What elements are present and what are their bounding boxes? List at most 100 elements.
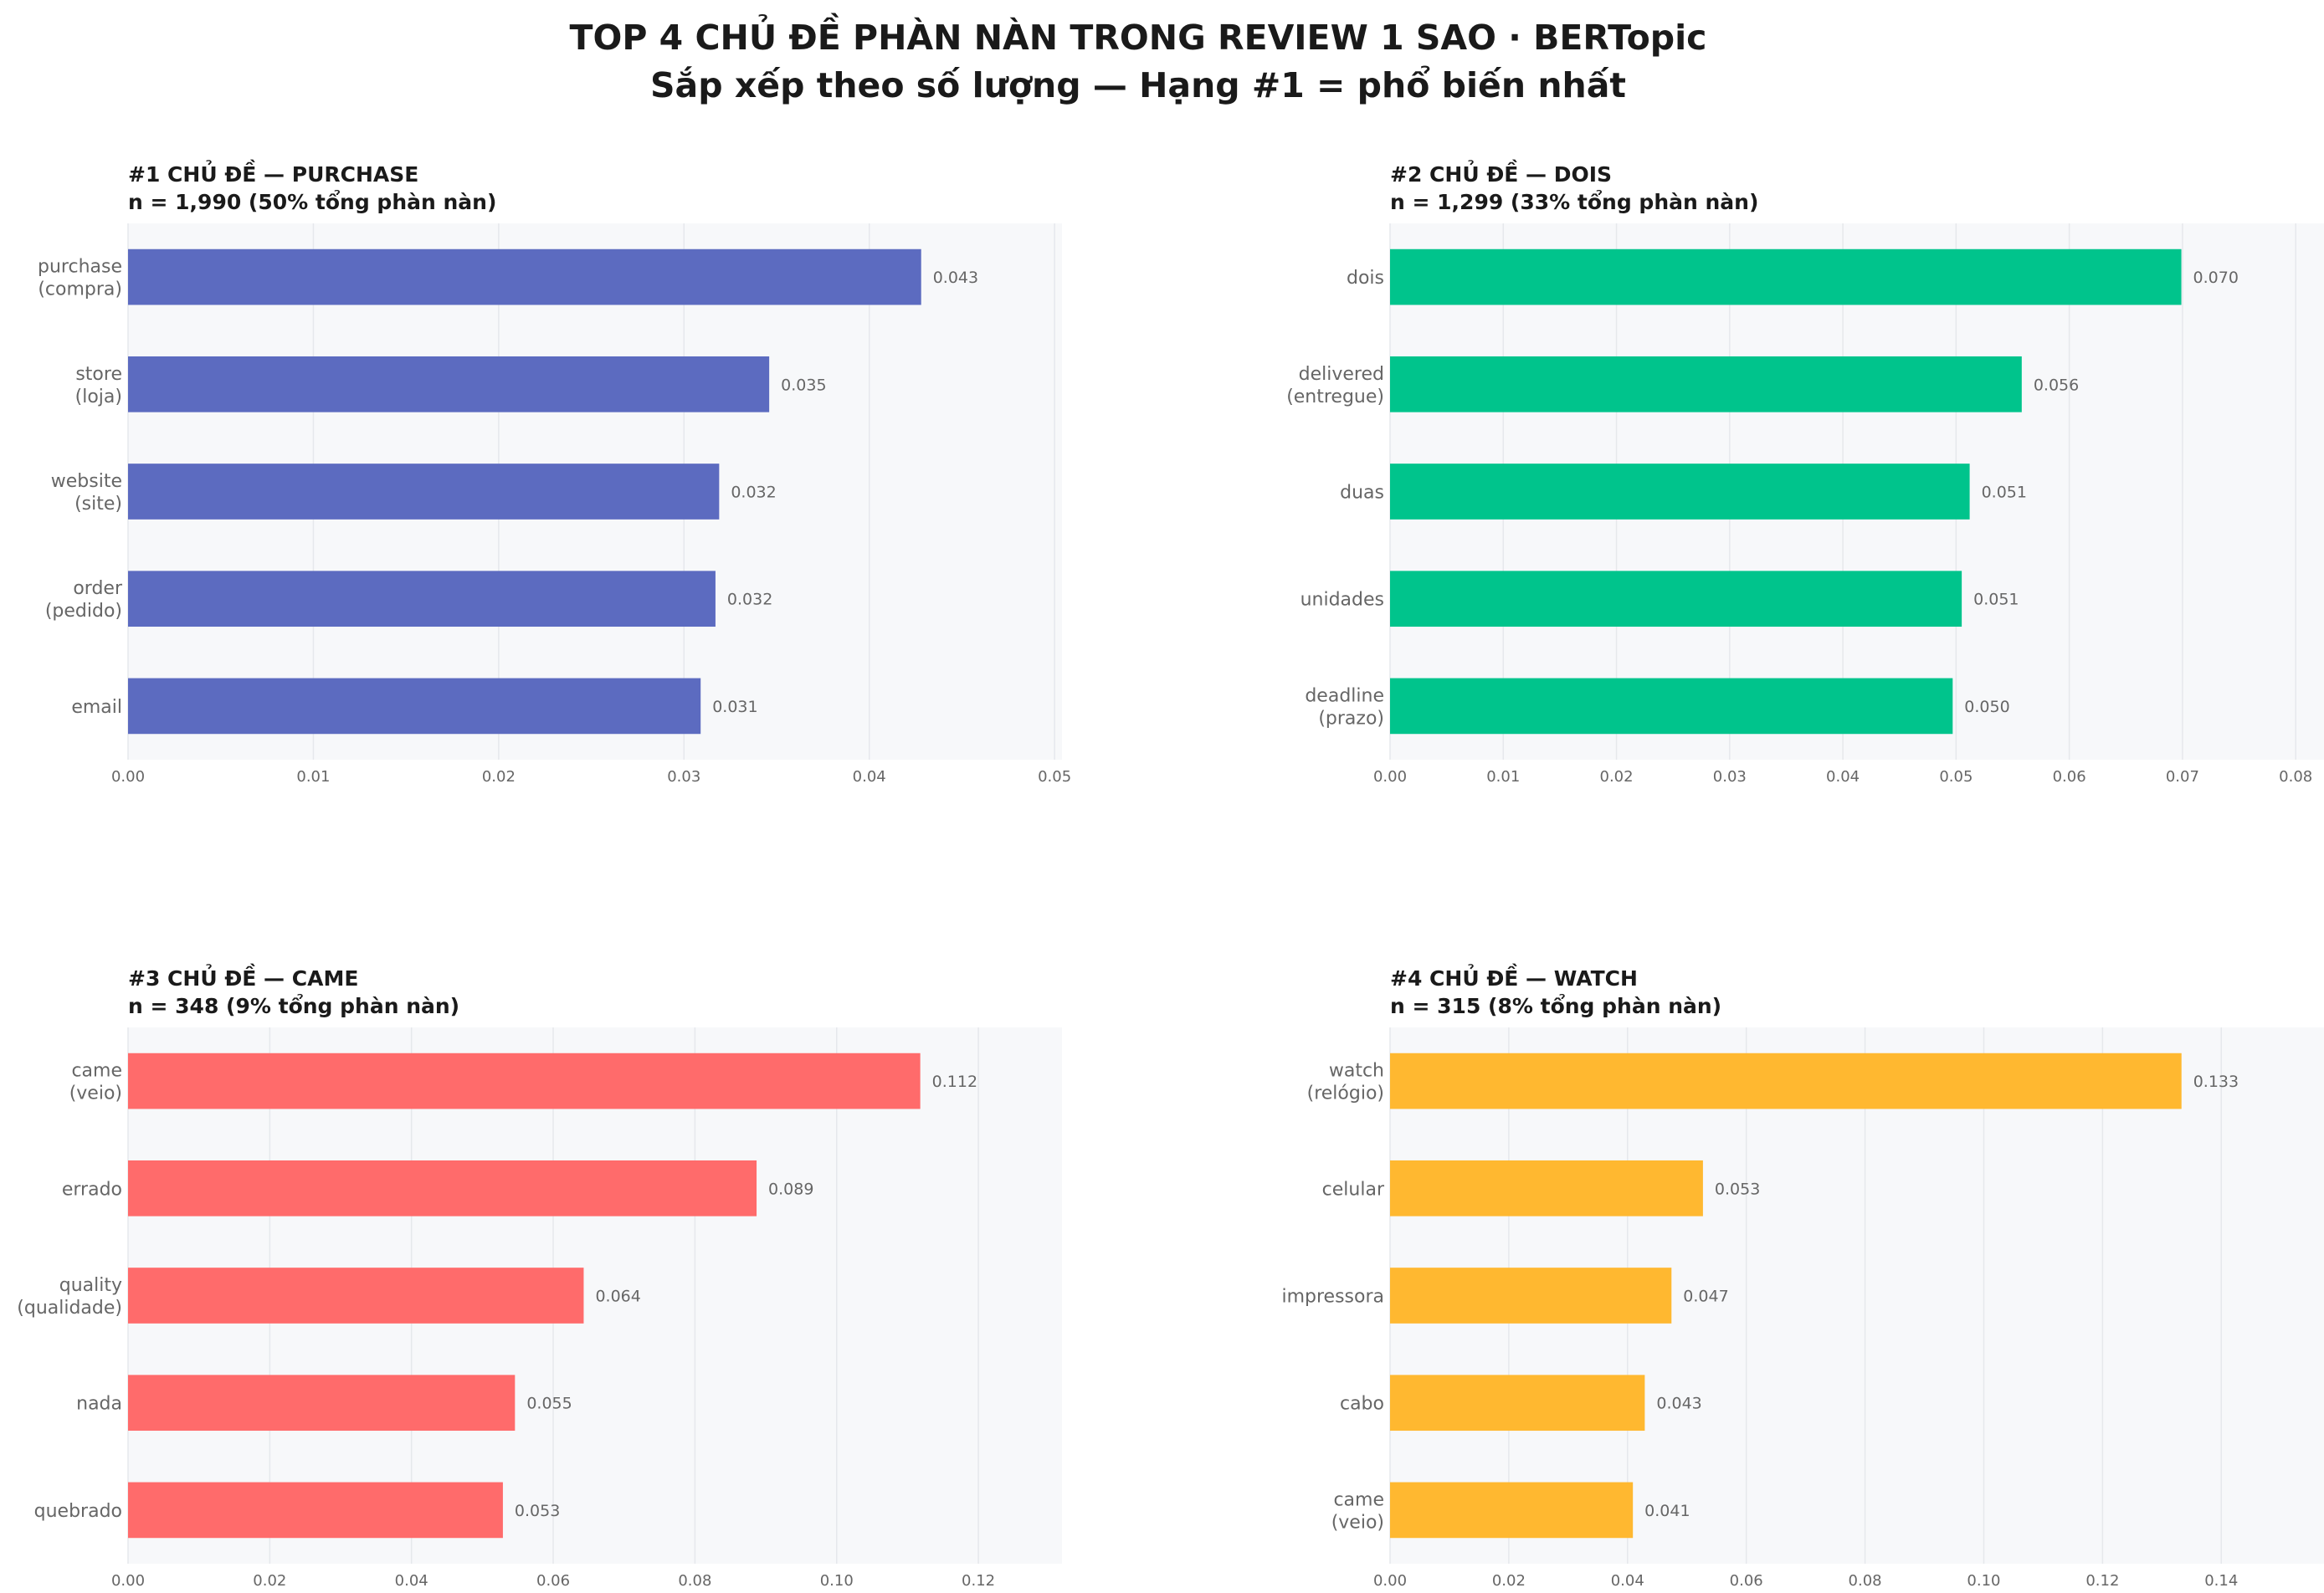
panel-subtitle: n = 348 (9% tổng phàn nàn) <box>128 993 459 1018</box>
y-category-label: (compra) <box>38 279 122 300</box>
value-label: 0.064 <box>595 1288 640 1306</box>
value-label: 0.032 <box>727 591 772 609</box>
x-tick-label: 0.02 <box>1600 768 1634 786</box>
y-category-label: (site) <box>74 494 122 515</box>
x-tick-label: 0.04 <box>395 1572 428 1590</box>
panel-subtitle: n = 1,990 (50% tổng phàn nàn) <box>128 189 496 214</box>
y-category-label: impressora <box>1281 1287 1384 1308</box>
value-label: 0.051 <box>1973 591 2019 609</box>
y-category-label: nada <box>76 1394 122 1415</box>
y-category-label: quebrado <box>34 1501 122 1522</box>
bar <box>1390 356 2022 412</box>
x-tick-label: 0.06 <box>536 1572 570 1590</box>
y-category-label: came <box>71 1061 122 1082</box>
bar <box>1390 1268 1672 1324</box>
value-label: 0.053 <box>515 1502 560 1520</box>
y-category-label: (entregue) <box>1286 387 1384 407</box>
bar <box>1390 248 2182 305</box>
y-category-label: (loja) <box>75 387 122 407</box>
bar <box>1390 1375 1645 1432</box>
bar <box>1390 1160 1703 1217</box>
value-label: 0.041 <box>1644 1502 1690 1520</box>
x-tick-label: 0.10 <box>1967 1572 2000 1590</box>
bar <box>1390 1482 1634 1539</box>
value-label: 0.089 <box>768 1180 813 1198</box>
bar <box>128 1375 516 1432</box>
y-category-label: (relógio) <box>1307 1083 1384 1104</box>
y-category-label: (prazo) <box>1318 708 1384 729</box>
x-tick-label: 0.07 <box>2166 768 2199 786</box>
x-tick-label: 0.08 <box>678 1572 711 1590</box>
y-category-label: store <box>75 364 122 385</box>
x-tick-label: 0.05 <box>1038 768 1071 786</box>
x-tick-label: 0.04 <box>1611 1572 1644 1590</box>
bar <box>128 1160 757 1217</box>
bar <box>128 248 921 305</box>
y-category-label: dois <box>1347 268 1384 289</box>
x-tick-label: 0.00 <box>1373 1572 1407 1590</box>
y-category-label: (qualidade) <box>17 1298 122 1319</box>
bar <box>1390 464 1970 520</box>
x-tick-label: 0.02 <box>253 1572 286 1590</box>
main-title-line1: TOP 4 CHỦ ĐỀ PHÀN NÀN TRONG REVIEW 1 SAO… <box>570 13 1707 58</box>
y-category-label: came <box>1333 1489 1384 1510</box>
bar <box>1390 1053 2182 1109</box>
value-label: 0.056 <box>2034 376 2079 394</box>
x-tick-label: 0.05 <box>1939 768 1973 786</box>
x-tick-label: 0.03 <box>1713 768 1747 786</box>
y-category-label: website <box>51 471 122 492</box>
y-category-label: (veio) <box>69 1083 122 1104</box>
x-tick-label: 0.08 <box>2279 768 2312 786</box>
bar <box>128 571 716 627</box>
value-label: 0.043 <box>933 269 978 287</box>
y-category-label: errado <box>62 1179 122 1200</box>
x-tick-label: 0.10 <box>820 1572 854 1590</box>
value-label: 0.031 <box>712 698 757 716</box>
panel-title: #3 CHỦ ĐỀ — CAME <box>128 963 358 991</box>
x-tick-label: 0.02 <box>1492 1572 1526 1590</box>
value-label: 0.112 <box>932 1073 977 1091</box>
x-tick-label: 0.01 <box>1486 768 1520 786</box>
value-label: 0.035 <box>781 376 826 394</box>
x-tick-label: 0.06 <box>2053 768 2086 786</box>
bar <box>128 1268 584 1324</box>
x-tick-label: 0.00 <box>1373 768 1407 786</box>
x-tick-label: 0.04 <box>1826 768 1860 786</box>
panel-title: #1 CHỦ ĐỀ — PURCHASE <box>128 159 418 187</box>
x-tick-label: 0.00 <box>111 768 145 786</box>
bar <box>1390 571 1962 627</box>
value-label: 0.047 <box>1683 1288 1728 1306</box>
y-category-label: purchase <box>38 257 122 278</box>
y-category-label: celular <box>1322 1179 1385 1200</box>
x-tick-label: 0.00 <box>111 1572 145 1590</box>
x-tick-label: 0.01 <box>296 768 330 786</box>
panel-title: #2 CHỦ ĐỀ — DOIS <box>1390 159 1612 187</box>
value-label: 0.055 <box>526 1395 572 1413</box>
main-title-line2: Sắp xếp theo số lượng — Hạng #1 = phổ bi… <box>650 65 1626 105</box>
y-category-label: duas <box>1340 483 1384 504</box>
x-tick-label: 0.03 <box>667 768 700 786</box>
y-category-label: email <box>71 697 122 718</box>
value-label: 0.032 <box>731 484 776 502</box>
bar <box>128 356 770 412</box>
y-category-label: order <box>73 578 123 599</box>
y-category-label: unidades <box>1301 590 1384 611</box>
panel-subtitle: n = 1,299 (33% tổng phàn nàn) <box>1390 189 1758 214</box>
value-label: 0.043 <box>1656 1395 1701 1413</box>
value-label: 0.070 <box>2193 269 2239 287</box>
value-label: 0.133 <box>2193 1073 2239 1091</box>
y-category-label: quality <box>59 1275 122 1296</box>
bar <box>128 678 701 735</box>
x-tick-label: 0.12 <box>2085 1572 2119 1590</box>
x-tick-label: 0.12 <box>962 1572 995 1590</box>
y-category-label: delivered <box>1299 364 1384 385</box>
bar <box>128 1482 503 1539</box>
value-label: 0.051 <box>1982 484 2027 502</box>
y-category-label: (veio) <box>1331 1512 1384 1533</box>
panel-subtitle: n = 315 (8% tổng phàn nàn) <box>1390 993 1721 1018</box>
